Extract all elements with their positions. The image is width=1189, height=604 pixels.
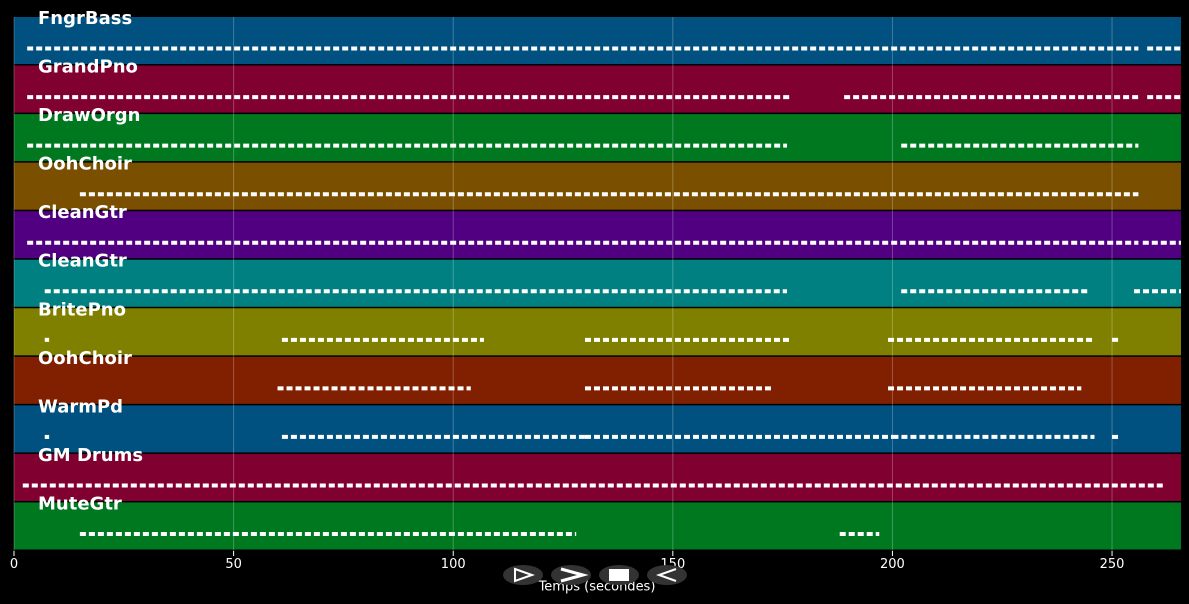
- stop-icon: [609, 569, 629, 581]
- track-lane: [14, 453, 1181, 501]
- back-button[interactable]: [647, 565, 687, 585]
- track-name: MuteGtr: [38, 493, 122, 514]
- x-axis-label: Temps (secondes): [538, 580, 656, 595]
- track-lane: [14, 308, 1181, 356]
- track-lane: [14, 162, 1181, 210]
- track-lane: [14, 259, 1181, 307]
- track-name: BritePno: [38, 299, 126, 320]
- x-tick-label: 250: [1100, 557, 1125, 572]
- track-name: CleanGtr: [38, 251, 127, 272]
- track-name: OohChoir: [38, 154, 132, 175]
- track-lane: [14, 502, 1181, 550]
- track-name: CleanGtr: [38, 202, 127, 223]
- x-tick-label: 200: [880, 557, 905, 572]
- x-tick-label: 0: [10, 557, 18, 572]
- track-lane: [14, 356, 1181, 404]
- track-lane: [14, 405, 1181, 453]
- track-lane: [14, 65, 1181, 113]
- track-name: DrawOrgn: [38, 105, 140, 126]
- forward-icon: [560, 567, 589, 583]
- track-lane: [14, 211, 1181, 259]
- track-lane: [14, 17, 1181, 65]
- x-tick-label: 100: [441, 557, 466, 572]
- player-controls: [503, 565, 687, 585]
- track-name: GM Drums: [38, 445, 143, 466]
- x-tick-label: 50: [225, 557, 242, 572]
- track-lane: [14, 114, 1181, 162]
- track-name: FngrBass: [38, 8, 132, 29]
- back-icon: [655, 568, 677, 582]
- play-button[interactable]: [503, 565, 543, 585]
- track-name: OohChoir: [38, 348, 132, 369]
- play-icon: [514, 567, 536, 583]
- track-name: GrandPno: [38, 57, 138, 78]
- track-name: WarmPd: [38, 396, 123, 417]
